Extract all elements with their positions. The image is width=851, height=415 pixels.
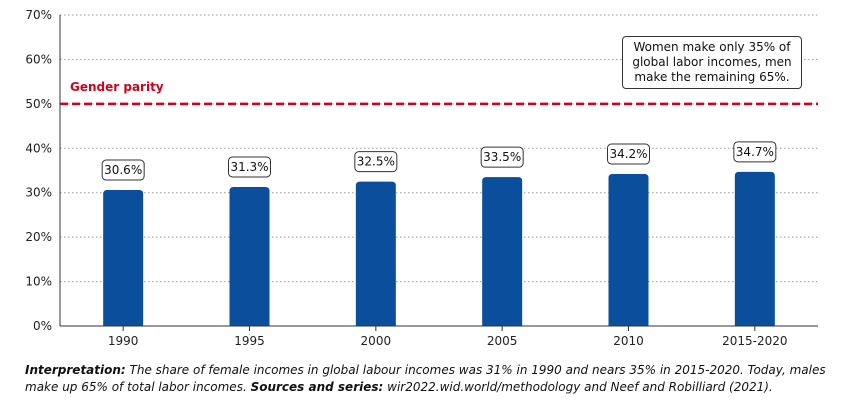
- interpretation-note: Interpretation: The share of female inco…: [25, 362, 840, 396]
- bar: [734, 171, 775, 326]
- interpretation-text: The share of female incomes in global la…: [25, 363, 826, 394]
- data-label-box: [480, 146, 524, 168]
- bar: [229, 186, 270, 326]
- data-labels: 30.6% 31.3% 32.5% 33.5% 34.2% 34.7%: [101, 141, 777, 181]
- y-tick-label: 50%: [25, 97, 52, 111]
- data-label: 33.5%: [483, 150, 521, 164]
- x-tick-label: 2000: [361, 334, 392, 348]
- data-label: 34.2%: [609, 147, 647, 161]
- bar: [608, 174, 649, 326]
- x-tick-label: 2010: [613, 334, 644, 348]
- data-label-box: [354, 151, 398, 173]
- x-tick-label: 1995: [234, 334, 265, 348]
- data-label-box: [228, 156, 271, 178]
- y-tick-label: 60%: [25, 52, 52, 66]
- bar: [103, 190, 144, 326]
- y-axis-ticks: 0% 10% 20% 30% 40% 50% 60% 70%: [25, 8, 52, 333]
- bar: [355, 181, 396, 326]
- data-label: 34.7%: [736, 145, 774, 159]
- data-label: 30.6%: [104, 163, 142, 177]
- data-label-box: [101, 159, 145, 181]
- bar: [482, 177, 523, 326]
- gender-parity-label: Gender parity: [70, 80, 164, 94]
- bars: [103, 171, 775, 326]
- y-tick-label: 10%: [25, 275, 52, 289]
- data-label-box: [733, 141, 777, 163]
- x-tick-label: 2015-2020: [722, 334, 787, 348]
- y-tick-label: 30%: [25, 186, 52, 200]
- sources-label: Sources and series:: [250, 380, 384, 394]
- data-label-box: [607, 143, 650, 165]
- x-tick-label: 1990: [108, 334, 139, 348]
- annotation-box: Women make only 35% of global labor inco…: [622, 36, 802, 89]
- x-axis-ticks: 1990 1995 2000 2005 2010 2015-2020: [108, 326, 788, 348]
- data-label: 31.3%: [230, 160, 268, 174]
- bar-chart: 0% 10% 20% 30% 40% 50% 60% 70% Gender parity 30…: [25, 8, 818, 348]
- sources-text: wir2022.wid.world/methodology and Neef a…: [383, 380, 773, 394]
- data-label: 32.5%: [357, 155, 395, 169]
- interpretation-label: Interpretation:: [25, 363, 126, 377]
- y-tick-label: 20%: [25, 230, 52, 244]
- y-tick-label: 40%: [25, 141, 52, 155]
- x-tick-label: 2005: [487, 334, 518, 348]
- y-tick-label: 0%: [33, 319, 52, 333]
- y-tick-label: 70%: [25, 8, 52, 22]
- reference-line-group: Gender parity: [60, 80, 818, 106]
